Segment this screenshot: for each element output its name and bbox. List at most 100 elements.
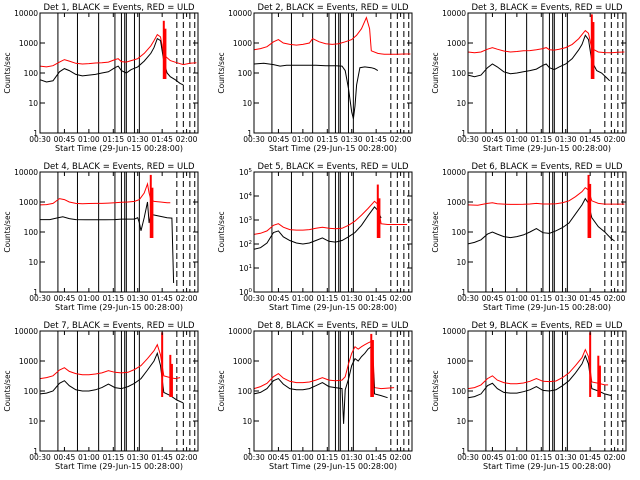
y-tick-label: 1 bbox=[247, 129, 252, 138]
series bbox=[468, 14, 625, 82]
panel-det-7: Det 7, BLACK = Events, RED = ULD 00:30 00:… bbox=[3, 321, 199, 471]
y-tick-label: 105 bbox=[239, 168, 253, 177]
x-tick-label: 01:45 bbox=[579, 135, 601, 144]
uld-series-line bbox=[468, 348, 609, 390]
x-tick-label: 02:00 bbox=[176, 453, 198, 462]
x-tick-label: 02:00 bbox=[390, 135, 412, 144]
y-tick-label: 100 bbox=[239, 288, 253, 297]
y-tick-label: 1000 bbox=[233, 39, 252, 48]
x-tick-label: 00:45 bbox=[268, 294, 290, 303]
x-tick-label: 01:45 bbox=[365, 135, 387, 144]
y-tick-label: 1000 bbox=[233, 357, 252, 366]
y-tick-label: 10 bbox=[242, 99, 252, 108]
x-tick-label: 01:00 bbox=[292, 294, 314, 303]
y-tick-label: 1 bbox=[33, 129, 38, 138]
time-markers bbox=[57, 172, 196, 292]
x-tick-label: 02:00 bbox=[390, 453, 412, 462]
x-axis-label: Start Time (29-Jun-15 00:28:00) bbox=[55, 462, 183, 471]
time-markers bbox=[271, 13, 410, 133]
panel-title: Det 7, BLACK = Events, RED = ULD bbox=[43, 321, 195, 331]
x-tick-label: 02:00 bbox=[604, 135, 626, 144]
series bbox=[40, 20, 197, 86]
time-markers bbox=[485, 331, 624, 451]
y-tick-label: 10000 bbox=[228, 327, 252, 336]
time-markers bbox=[57, 331, 196, 451]
panel-det-9: Det 9, BLACK = Events, RED = ULD 00:30 00:… bbox=[431, 321, 627, 471]
panel-title: Det 3, BLACK = Events, RED = ULD bbox=[471, 3, 623, 13]
y-tick-label: 1 bbox=[461, 447, 466, 456]
y-tick-label: 1 bbox=[461, 288, 466, 297]
x-tick-label: 00:30 bbox=[29, 135, 51, 144]
y-tick-label: 10000 bbox=[442, 327, 466, 336]
y-tick-label: 10000 bbox=[442, 168, 466, 177]
x-tick-label: 01:15 bbox=[102, 294, 124, 303]
x-tick-label: 00:30 bbox=[29, 453, 51, 462]
uld-series-line bbox=[468, 187, 625, 206]
events-series-line bbox=[40, 201, 175, 284]
y-tick-label: 100 bbox=[24, 69, 39, 78]
series bbox=[254, 333, 395, 424]
x-tick-label: 00:30 bbox=[457, 135, 479, 144]
x-tick-label: 01:45 bbox=[151, 294, 173, 303]
y-tick-label: 10 bbox=[28, 417, 38, 426]
y-axis-label: Counts/sec bbox=[217, 52, 226, 93]
uld-series-line bbox=[254, 200, 408, 235]
x-tick-label: 01:15 bbox=[530, 453, 552, 462]
y-axis-label: Counts/sec bbox=[431, 370, 440, 411]
x-axis-label: Start Time (29-Jun-15 00:28:00) bbox=[483, 462, 611, 471]
x-tick-label: 01:00 bbox=[78, 135, 100, 144]
x-axis-label: Start Time (29-Jun-15 00:28:00) bbox=[55, 144, 183, 153]
y-tick-label: 10000 bbox=[442, 9, 466, 18]
x-axis-label: Start Time (29-Jun-15 00:28:00) bbox=[483, 303, 611, 312]
x-axis-label: Start Time (29-Jun-15 00:28:00) bbox=[269, 303, 397, 312]
time-markers bbox=[271, 172, 410, 292]
series bbox=[40, 332, 184, 404]
x-axis-label: Start Time (29-Jun-15 00:28:00) bbox=[55, 303, 183, 312]
events-series-line bbox=[468, 197, 615, 245]
y-tick-label: 1000 bbox=[19, 39, 38, 48]
y-tick-label: 102 bbox=[239, 240, 252, 249]
panel-title: Det 6, BLACK = Events, RED = ULD bbox=[471, 162, 623, 172]
uld-series-line bbox=[468, 29, 625, 54]
y-tick-label: 100 bbox=[238, 69, 253, 78]
events-series-line bbox=[40, 351, 184, 404]
y-tick-label: 10000 bbox=[228, 9, 252, 18]
x-tick-label: 00:30 bbox=[457, 453, 479, 462]
x-tick-label: 01:45 bbox=[365, 453, 387, 462]
x-tick-label: 01:15 bbox=[316, 453, 338, 462]
x-tick-label: 01:15 bbox=[530, 135, 552, 144]
x-tick-label: 01:15 bbox=[102, 453, 124, 462]
x-tick-label: 01:45 bbox=[579, 453, 601, 462]
events-series-line bbox=[254, 345, 388, 424]
panel-det-1: Det 1, BLACK = Events, RED = ULD 00:30 00:… bbox=[3, 3, 199, 153]
y-tick-label: 10000 bbox=[14, 168, 38, 177]
panel-det-8: Det 8, BLACK = Events, RED = ULD 00:30 00:… bbox=[217, 321, 413, 471]
panel-title: Det 8, BLACK = Events, RED = ULD bbox=[257, 321, 409, 331]
x-tick-label: 00:30 bbox=[243, 294, 265, 303]
x-tick-label: 01:30 bbox=[341, 135, 363, 144]
x-tick-label: 01:00 bbox=[506, 453, 528, 462]
x-tick-label: 00:45 bbox=[268, 135, 290, 144]
y-axis-label: Counts/sec bbox=[3, 211, 12, 252]
x-tick-label: 01:30 bbox=[555, 453, 577, 462]
x-tick-label: 01:45 bbox=[151, 453, 173, 462]
x-tick-label: 01:30 bbox=[127, 135, 149, 144]
plot-frame bbox=[253, 330, 413, 452]
x-tick-label: 00:30 bbox=[243, 135, 265, 144]
x-tick-label: 00:45 bbox=[54, 294, 76, 303]
x-tick-label: 01:45 bbox=[151, 135, 173, 144]
y-tick-label: 1000 bbox=[19, 198, 38, 207]
x-tick-label: 01:00 bbox=[78, 453, 100, 462]
y-tick-label: 10 bbox=[28, 99, 38, 108]
panel-title: Det 5, BLACK = Events, RED = ULD bbox=[257, 162, 409, 172]
x-tick-label: 01:00 bbox=[292, 453, 314, 462]
y-tick-label: 10 bbox=[28, 258, 38, 267]
x-tick-label: 01:00 bbox=[292, 135, 314, 144]
y-tick-label: 10 bbox=[456, 99, 466, 108]
panel-title: Det 2, BLACK = Events, RED = ULD bbox=[257, 3, 409, 13]
y-tick-label: 10 bbox=[456, 258, 466, 267]
y-tick-label: 100 bbox=[24, 228, 39, 237]
x-tick-label: 02:00 bbox=[604, 294, 626, 303]
events-series-line bbox=[468, 34, 611, 82]
